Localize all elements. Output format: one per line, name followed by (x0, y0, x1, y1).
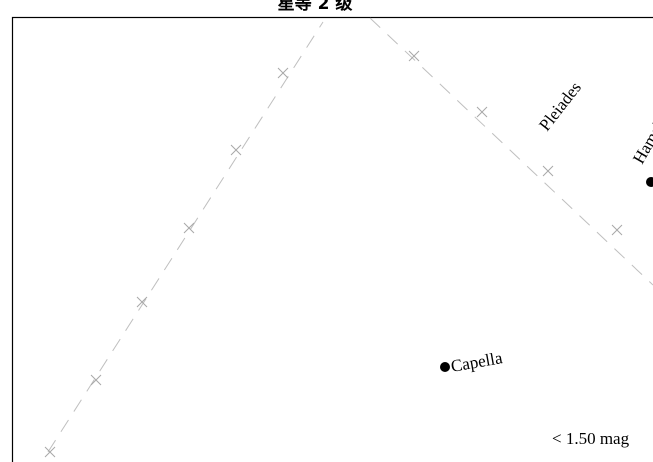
chart-frame (11, 16, 653, 462)
star-marker-capella (440, 362, 450, 372)
star-label-hamal: Hamal (629, 118, 653, 167)
star-marker-hamal (646, 177, 653, 187)
tick-left-0 (44, 446, 56, 458)
tick-right-3 (611, 224, 623, 236)
tick-left-3 (183, 222, 195, 234)
tick-marks-right (408, 50, 623, 236)
cluster-label-pleiades: Pleiades (535, 78, 585, 134)
star-label-capella: Capella (449, 348, 504, 376)
tick-left-4 (230, 144, 242, 156)
tick-right-1 (476, 106, 488, 118)
page-title: 星等 2 级 (278, 0, 353, 14)
tick-left-5 (277, 67, 289, 79)
tick-marks-left (44, 67, 289, 458)
tick-right-2 (542, 165, 554, 177)
tick-left-1 (90, 374, 102, 386)
tick-left-2 (136, 296, 148, 308)
ecliptic-line-left (47, 21, 324, 453)
ecliptic-line-right (369, 17, 653, 286)
magnitude-legend: < 1.50 mag (552, 429, 630, 448)
tick-right-0 (408, 50, 420, 62)
